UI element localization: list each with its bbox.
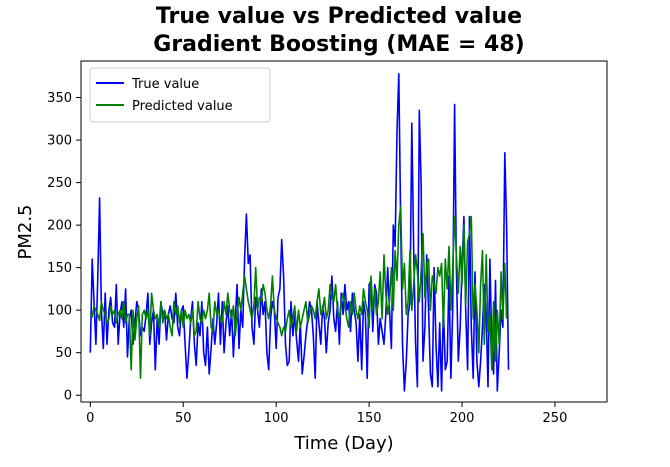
- y-tick-label: 100: [47, 304, 72, 319]
- y-tick-label: 200: [47, 219, 72, 234]
- y-tick-label: 300: [47, 134, 72, 149]
- y-tick-label: 250: [47, 176, 72, 191]
- x-tick-label: 50: [175, 411, 192, 426]
- x-tick-label: 100: [264, 411, 289, 426]
- series-line-predicted-value: [89, 205, 508, 380]
- series-layer: [89, 73, 510, 392]
- y-axis-label: PM2.5: [15, 204, 36, 259]
- legend-label-predicted-value: Predicted value: [132, 99, 233, 114]
- plot-frame: [80, 60, 608, 403]
- x-tick-label: 0: [86, 411, 94, 426]
- y-axis: 0 50 100 150 200 250 300 350: [47, 91, 81, 404]
- y-tick-label: 50: [55, 346, 72, 361]
- x-tick-label: 200: [450, 411, 475, 426]
- x-tick-label: 250: [543, 411, 568, 426]
- y-tick-label: 0: [64, 389, 72, 404]
- x-axis: 0 50 100 150 200 250: [86, 402, 567, 426]
- legend-box: [89, 67, 271, 123]
- x-tick-label: 150: [357, 411, 382, 426]
- chart-subtitle: Gradient Boosting (MAE = 48): [153, 32, 524, 57]
- legend-label-true-value: True value: [131, 77, 199, 92]
- x-axis-label: Time (Day): [293, 433, 393, 454]
- legend: True value Predicted value: [89, 67, 271, 123]
- y-tick-label: 150: [47, 261, 72, 276]
- y-tick-label: 350: [47, 91, 72, 106]
- chart-title: True value vs Predicted value: [156, 4, 522, 29]
